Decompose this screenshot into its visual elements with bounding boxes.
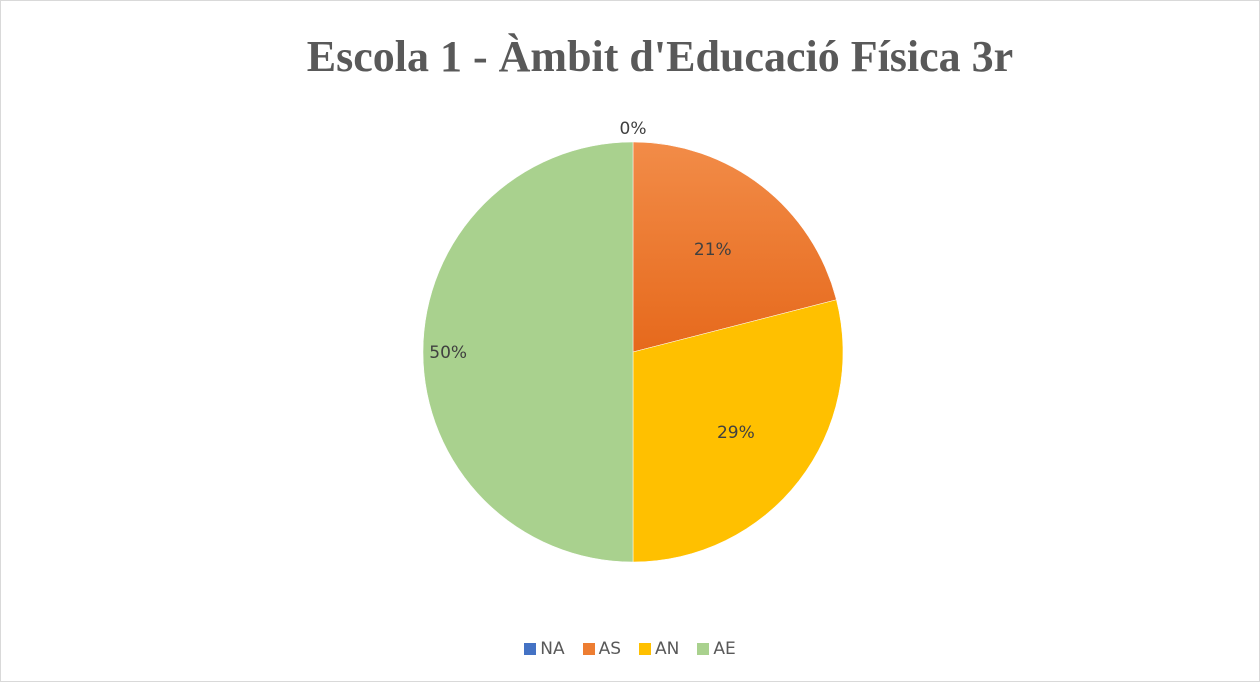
pie-slice-an: [632, 299, 844, 563]
legend: NA AS AN AE: [1, 639, 1259, 659]
chart-title: Escola 1 - Àmbit d'Educació Física 3r: [306, 32, 1014, 81]
legend-swatch-an: [639, 643, 652, 655]
legend-item-an: AN: [639, 639, 679, 659]
legend-item-as: AS: [582, 639, 622, 659]
legend-label-na: NA: [540, 639, 565, 659]
legend-label-an: AN: [655, 639, 680, 659]
pie-slices: [422, 141, 844, 563]
pie-slice-ae: [422, 141, 634, 563]
legend-swatch-ae: [697, 643, 710, 655]
pie-labels: 0% 21% 29% 50%: [429, 119, 754, 443]
data-label-as: 21%: [694, 240, 732, 260]
data-label-an: 29%: [717, 423, 755, 443]
legend-swatch-na: [524, 643, 537, 655]
legend-item-ae: AE: [697, 639, 736, 659]
legend-label-as: AS: [598, 639, 622, 659]
legend-swatch-as: [582, 643, 595, 655]
pie-slice-as: [632, 141, 837, 353]
data-label-na: 0%: [620, 119, 647, 139]
data-label-ae: 50%: [429, 343, 467, 363]
legend-item-na: NA: [524, 639, 565, 659]
legend-label-ae: AE: [713, 639, 736, 659]
